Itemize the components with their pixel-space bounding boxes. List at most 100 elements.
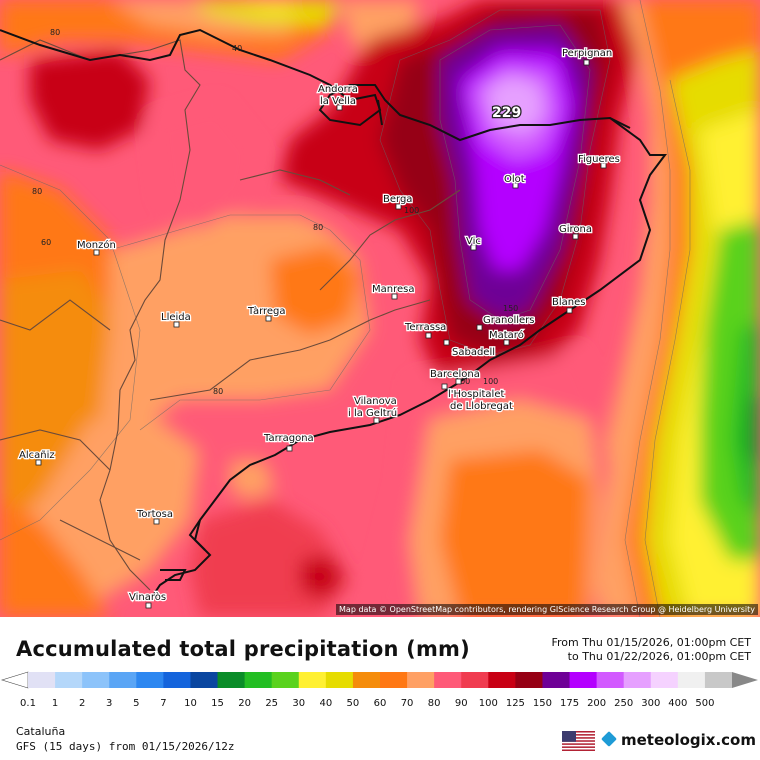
peak-value-label: 229 (492, 105, 521, 121)
scale-arrow-left (0, 671, 29, 689)
svg-text:100: 100 (404, 206, 419, 215)
precipitation-map[interactable]: 80 40 80 60 80 100 80 100 150 100 229 (0, 0, 760, 617)
city-marker (145, 602, 152, 609)
legend-panel (0, 617, 760, 760)
svg-text:100: 100 (483, 377, 498, 386)
city-label-tortosa: Tortosa (136, 509, 173, 520)
city-marker (583, 59, 590, 66)
city-marker (265, 315, 272, 322)
scale-tick-label: 1 (51, 698, 59, 709)
scale-swatch (190, 672, 219, 688)
city-label-sabadell: Sabadell (452, 347, 495, 358)
scale-tick-label: 7 (160, 698, 167, 709)
city-label-vilanova: Vilanova i la Geltrú (348, 396, 397, 419)
region-label: Cataluña (16, 725, 66, 738)
scale-swatch (704, 672, 733, 688)
city-marker (455, 378, 462, 385)
scale-swatch (515, 672, 543, 688)
city-marker (336, 104, 343, 111)
svg-text:80: 80 (32, 187, 42, 196)
national-border (0, 28, 667, 601)
city-label-vinaros: Vinaròs (129, 591, 166, 603)
city-marker (566, 307, 573, 314)
scale-swatch (325, 672, 354, 688)
city-label-tarragona: Tarragona (263, 433, 314, 444)
scale-tick-label: 500 (695, 698, 715, 709)
scale-swatch (82, 672, 110, 688)
brand-cube-icon (601, 731, 617, 747)
us-flag-icon[interactable] (562, 731, 595, 751)
city-marker (286, 445, 293, 452)
city-label-lleida: Lleida (161, 312, 191, 323)
scale-swatch (55, 672, 83, 688)
scale-tick-label: 50 (346, 698, 360, 709)
city-marker (600, 162, 607, 169)
scale-swatch (271, 672, 300, 688)
model-run-label: GFS (15 days) from 01/15/2026/12z (16, 740, 235, 753)
map-attribution: Map data © OpenStreetMap contributors, r… (336, 604, 758, 615)
svg-text:100: 100 (455, 377, 470, 386)
city-marker (443, 339, 450, 346)
scale-tick-label: 0.1 (20, 698, 36, 709)
svg-text:150: 150 (503, 304, 518, 313)
city-label-terrassa: Terrassa (404, 322, 446, 333)
city-label-monzon: Monzón (77, 239, 116, 251)
scale-tick-label: 20 (238, 698, 251, 709)
precipitation-fill (0, 0, 760, 617)
city-marker (173, 321, 180, 328)
scale-tick-label: 15 (211, 698, 224, 709)
scale-tick-label: 60 (373, 698, 387, 709)
scale-swatch (136, 672, 164, 688)
svg-text:80: 80 (50, 28, 60, 37)
scale-tick-label: 80 (427, 698, 441, 709)
city-label-andorra: Andorra la Vella (318, 84, 361, 107)
city-label-mataro: Mataró (489, 329, 524, 341)
scale-swatch (542, 672, 571, 688)
city-label-figueres: Figueres (578, 154, 620, 165)
scale-tick-label: 150 (532, 698, 552, 709)
city-label-hospitalet: l'Hospitalet de Llobregat (448, 389, 513, 412)
city-label-tarrega: Tàrrega (247, 305, 286, 317)
city-marker (35, 459, 42, 466)
brand-name: meteologix.com (621, 731, 756, 749)
scale-tick-label: 30 (292, 698, 306, 709)
contour-lines (0, 0, 691, 617)
scale-tick-label: 25 (265, 698, 279, 709)
scale-tick-label: 70 (400, 698, 414, 709)
city-label-blanes: Blanes (552, 297, 585, 308)
city-markers (35, 59, 607, 609)
scale-swatch (596, 672, 625, 688)
scale-swatch (217, 672, 246, 688)
scale-swatch (677, 672, 706, 688)
city-label-vic: Vic (466, 236, 481, 247)
scale-tick-label: 3 (106, 698, 113, 709)
scale-tick-label: 400 (668, 698, 688, 709)
scale-swatch (461, 672, 489, 688)
scale-swatch (380, 672, 408, 688)
scale-swatch (28, 672, 56, 688)
date-range-to: to Thu 01/22/2026, 01:00pm CET (567, 650, 751, 663)
scale-swatch (298, 672, 327, 688)
city-label-manresa: Manresa (372, 284, 414, 295)
city-marker (503, 339, 510, 346)
city-marker (441, 383, 448, 390)
scale-tick-label: 300 (641, 698, 661, 709)
city-label-berga: Berga (383, 194, 412, 205)
city-labels: Perpignan Andorra la Vella Figueres Olot… (18, 47, 622, 605)
brand-logo[interactable]: meteologix.com (601, 731, 756, 749)
city-marker (93, 249, 100, 256)
city-marker (476, 324, 483, 331)
scale-swatch (488, 672, 516, 688)
city-label-olot: Olot (504, 174, 525, 185)
city-marker (391, 293, 398, 300)
city-label-girona: Girona (559, 224, 592, 235)
scale-swatch (434, 672, 462, 688)
scale-swatch (623, 672, 652, 688)
scale-swatch (163, 672, 191, 688)
scale-swatch (407, 672, 435, 688)
scale-swatch (650, 672, 679, 688)
scale-tick-label: 125 (505, 698, 525, 709)
city-label-granollers: Granollers (483, 315, 534, 326)
city-marker (512, 182, 519, 189)
city-marker (395, 203, 402, 210)
